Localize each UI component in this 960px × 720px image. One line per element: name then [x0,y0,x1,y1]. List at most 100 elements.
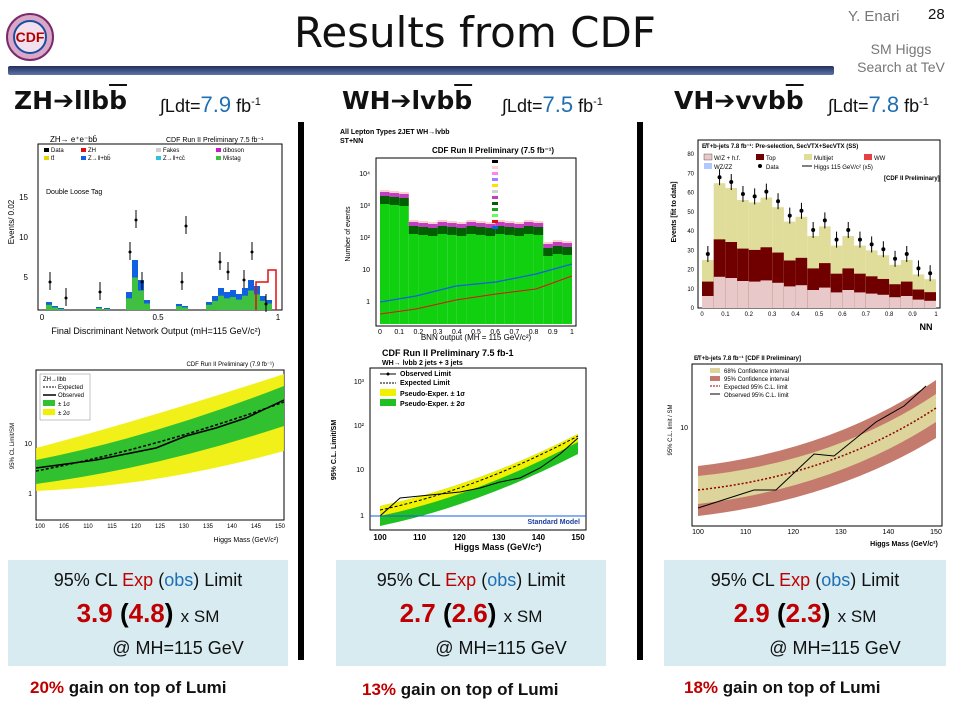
hist-bar [176,304,182,310]
stack-bar [842,268,855,308]
stack-bar [437,222,448,226]
x-tick: 115 [107,524,117,530]
stack-bar [428,228,438,236]
legend-observed: Observed 95% C.L. limit [724,393,789,399]
topic-line-1: SM Higgs [870,41,932,57]
exp-value: 2.9 [733,598,770,628]
stack-bar [466,226,476,234]
stack-bar [437,220,448,222]
stack-bar [552,240,563,242]
legend-2sigma: ± 2σ [58,411,70,417]
legend-expected: Expected Limit [400,380,450,387]
x-tick: 0 [40,313,45,322]
stack-bar [476,221,486,223]
x-axis-label: Higgs Mass (GeV/c²) [214,537,279,544]
hist-bar [52,306,58,310]
x-axis-label: BNN output (MH = 115 GeV/c²) [421,333,532,342]
stack-bar [408,234,419,324]
x-tick: 0.7 [862,312,871,318]
panel-line-2: 2.7 (2.6) x SM [399,598,543,628]
stack-bar [552,246,563,254]
hist-bar [176,304,182,307]
y-tick: 15 [19,193,28,202]
plot-title: All Lepton Types 2JET WH→lvbb [340,129,450,136]
x-tick: 0.6 [490,329,500,336]
hist-bar [254,286,260,295]
stack-bar [524,226,534,234]
panel-line-1: 95% CL Exp (obs) Limit [376,570,566,590]
stack-bar [562,243,572,247]
stack-bar [877,294,890,308]
y-tick: 10³ [354,379,365,386]
y-tick: 60 [687,191,694,197]
stack-bar [737,248,749,308]
arrow-icon: ➔ [714,86,736,115]
stack-bar [842,290,855,308]
stack-bar [495,226,505,234]
panel-line-2: 2.9 (2.3) x SM [733,598,877,628]
y-axis-label: Events [fit to data] [671,181,678,242]
stack-bar [912,289,925,308]
hist-bar [132,260,138,310]
lumi-wh: ∫Ldt=7.5 fb-1 [502,92,603,118]
y-tick: 30 [687,248,694,254]
stack-bar [428,222,438,224]
x-tick: 150 [275,524,286,530]
hist-bar [236,294,242,310]
panel-line-3: @ MH=115 GeV [112,638,244,658]
stack-bar [889,284,901,308]
result-panel-wh: 95% CL Exp (obs) Limit 2.7 (2.6) x SM @ … [336,560,606,666]
stack-bar [380,204,390,324]
zh-limit-plot: CDF Run II Preliminary (7.9 fb⁻¹) ZH→llb… [10,362,286,544]
plot-header: E̸T+b-jets 7.8 fb⁻¹ [CDF II Preliminary] [694,355,801,362]
stack-bar [456,224,467,228]
legend-2sigma: Pseudo-Exper. ± 2σ [400,401,465,408]
stack-bar [760,280,773,308]
stack-bar [476,227,486,235]
stack-bar [514,228,524,236]
stack-bar [725,242,738,308]
stack-bar [408,220,419,222]
stack-bar [456,222,467,224]
stack-bar [543,256,553,324]
legend-1sigma: ± 1σ [58,402,70,408]
obs-value: 2.6 [451,598,488,628]
stack-bar [456,228,467,236]
result-panel-vh: 95% CL Exp (obs) Limit 2.9 (2.3) x SM @ … [664,560,946,666]
x-tick: 0 [700,312,704,318]
limit-label: Limit [861,570,900,590]
stack-bar [725,278,738,308]
hist-bar [126,292,132,299]
logo-text: CDF [16,29,45,45]
y-tick: 0 [691,306,695,312]
zh-histogram [46,210,277,312]
wh-limit-plot: CDF Run II Preliminary 7.5 fb-1 WH→ lνbb… [331,348,587,552]
exp-label: Exp [445,570,477,590]
y-tick: 40 [687,229,694,235]
hist-bar [260,296,266,310]
y-tick: 50 [687,210,694,216]
cl-label: 95% CL [53,570,118,590]
stack-bar [504,221,515,223]
legend-wzzz: WZ/ZZ [714,165,733,171]
stack-bar [514,236,524,324]
hist-bar [132,260,138,278]
x-tick: 130 [179,524,190,530]
channel-wh-tail: lvb [411,86,455,115]
legend-ttbar: tt̄ [51,155,55,162]
stack-bar [533,227,544,235]
stack-bar [495,222,505,226]
channel-vh-head: VH [674,86,715,115]
legend-data: Data [766,165,779,171]
stack-bar [428,224,438,228]
hist-bar [248,280,254,310]
xsm-label: x SM [837,607,877,626]
legend-multijet: Multijet [814,156,833,162]
x-tick: 1 [570,329,574,336]
stack-bar [533,235,544,324]
stack-bar [504,223,515,227]
stack-bar [865,276,878,308]
x-tick: 110 [413,533,426,542]
legend-1sigma: Pseudo-Exper. ± 1σ [400,391,465,398]
legend-expected: Expected [58,385,83,391]
